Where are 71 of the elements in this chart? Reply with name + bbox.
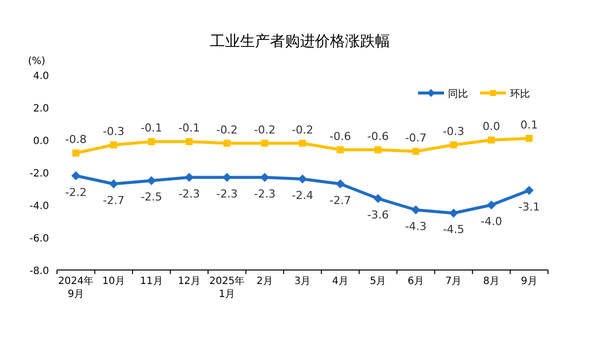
data-label: -3.6 bbox=[367, 208, 389, 222]
point bbox=[524, 186, 534, 195]
data-label: -0.6 bbox=[330, 130, 352, 143]
point bbox=[298, 174, 307, 184]
x-tick-label: 11月 bbox=[140, 276, 163, 287]
y-tick-label: -8.0 bbox=[29, 266, 49, 277]
x-tick-label: 5月 bbox=[370, 276, 386, 287]
x-tick-label: 7月 bbox=[445, 276, 462, 287]
point bbox=[374, 146, 382, 154]
data-label: -0.2 bbox=[216, 123, 238, 136]
data-label: -0.2 bbox=[254, 123, 276, 136]
point bbox=[449, 208, 458, 218]
data-label: -2.5 bbox=[140, 190, 162, 204]
x-tick-label: 6月 bbox=[408, 276, 424, 287]
x-tick-label: 3月 bbox=[294, 276, 311, 287]
y-tick-label: -6.0 bbox=[29, 234, 49, 244]
y-tick-label: -4.0 bbox=[29, 201, 49, 212]
point bbox=[488, 136, 495, 144]
x-tick-label: 9月 bbox=[520, 276, 538, 287]
y-tick-label: 0.0 bbox=[33, 136, 49, 147]
point bbox=[261, 140, 268, 147]
x-tick-label: 10月 bbox=[102, 276, 126, 287]
data-label: -0.3 bbox=[102, 124, 124, 138]
y-tick-label: -2.0 bbox=[29, 168, 49, 180]
data-label: -2.2 bbox=[65, 186, 87, 199]
point bbox=[71, 171, 80, 180]
x-tick-label: 2025年 1月 bbox=[209, 275, 245, 300]
data-label: -0.6 bbox=[367, 130, 389, 143]
point bbox=[148, 138, 155, 146]
x-tick-label: 4月 bbox=[332, 276, 348, 287]
data-label: -2.3 bbox=[216, 187, 238, 200]
data-label: -0.1 bbox=[178, 122, 200, 135]
data-label: -0.2 bbox=[292, 123, 314, 136]
point bbox=[72, 150, 80, 156]
data-label: -4.5 bbox=[442, 223, 464, 236]
data-label: -0.3 bbox=[442, 124, 464, 138]
x-tick-label: 12月 bbox=[178, 276, 201, 287]
legend-label: 同比 bbox=[448, 88, 468, 100]
data-label: -2.4 bbox=[292, 189, 314, 202]
data-label: 0.1 bbox=[520, 118, 538, 132]
data-label: -2.7 bbox=[102, 194, 124, 207]
data-label: -2.3 bbox=[178, 187, 200, 200]
y-axis-title: (%) bbox=[28, 56, 46, 67]
chart-title: 工业生产者购进价格涨跌幅 bbox=[210, 32, 390, 50]
point bbox=[336, 179, 345, 188]
point bbox=[412, 148, 420, 155]
point bbox=[450, 141, 458, 148]
point bbox=[336, 146, 344, 154]
data-label: -0.8 bbox=[65, 133, 87, 146]
data-label: -3.1 bbox=[518, 200, 540, 214]
point bbox=[526, 134, 533, 142]
point bbox=[411, 205, 420, 214]
point bbox=[486, 200, 496, 210]
data-label: -4.3 bbox=[405, 220, 427, 233]
point bbox=[223, 140, 230, 147]
data-label: -4.0 bbox=[480, 215, 502, 228]
x-tick-label: 8月 bbox=[483, 276, 500, 287]
data-label: 0.0 bbox=[482, 120, 500, 133]
x-tick-label: 2024年 9月 bbox=[58, 275, 94, 300]
data-label: -0.7 bbox=[405, 131, 427, 144]
point bbox=[186, 138, 193, 146]
data-label: -0.1 bbox=[140, 122, 162, 135]
x-tick-label: 2月 bbox=[256, 276, 273, 287]
point bbox=[110, 141, 118, 148]
data-label: -2.3 bbox=[254, 187, 276, 200]
legend-label: 环比 bbox=[510, 88, 530, 100]
point bbox=[374, 194, 383, 203]
y-tick-label: 2.0 bbox=[33, 104, 49, 114]
point bbox=[299, 140, 306, 147]
y-tick-label: 4.0 bbox=[33, 71, 49, 82]
data-label: -2.7 bbox=[330, 194, 352, 207]
